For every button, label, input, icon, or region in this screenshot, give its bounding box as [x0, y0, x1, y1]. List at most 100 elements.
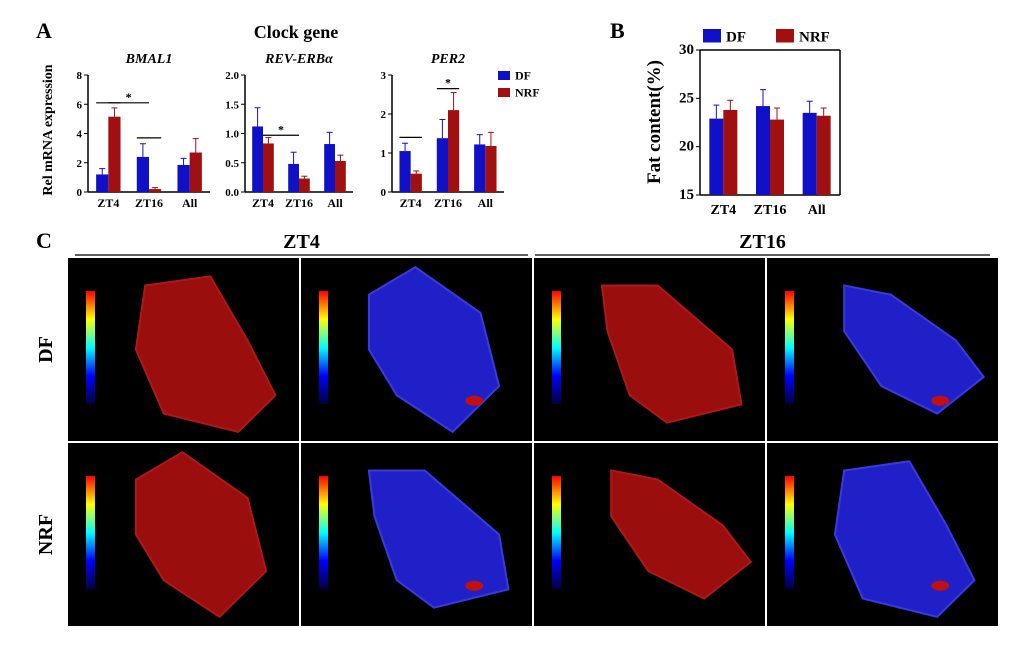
bar-df — [399, 151, 411, 192]
y-tick-label: 2 — [381, 109, 387, 121]
x-tick-label: ZT16 — [434, 196, 462, 210]
significance-mark: * — [278, 122, 284, 136]
red-spot — [931, 395, 950, 406]
colorbar — [86, 291, 95, 404]
legend-swatch-nrf — [776, 29, 794, 43]
chart-1: BMAL1 Rel mRNA expression 0 2 4 6 8 ZT4 ZT16 All * — [41, 52, 210, 210]
bar-df — [96, 174, 109, 192]
red-spot — [465, 395, 484, 406]
bar-nrf — [485, 145, 497, 192]
y-tick-label: 1.0 — [225, 129, 239, 141]
colorbar — [86, 476, 95, 589]
tissue-scan-blue — [367, 469, 510, 609]
bar-nrf — [189, 152, 202, 192]
significance-mark: * — [445, 76, 451, 90]
chart-title: REV-ERBα — [264, 52, 333, 67]
x-tick-label: All — [182, 196, 198, 210]
image-nrf-1 — [301, 443, 532, 626]
red-spot — [465, 580, 484, 591]
x-tick-label: ZT4 — [400, 196, 422, 210]
bar-df — [177, 164, 190, 192]
image-df-1 — [301, 258, 532, 441]
y-tick-label: 30 — [679, 42, 694, 58]
image-nrf-2 — [534, 443, 765, 626]
legend-label-nrf: NRF — [515, 85, 540, 99]
legend-label-df: DF — [726, 30, 746, 46]
panel-label-c: C — [36, 228, 52, 253]
panel-a-title: Clock gene — [254, 22, 339, 42]
x-tick-label: All — [327, 196, 343, 210]
row-label-df: DF — [35, 336, 57, 363]
bar-df — [252, 126, 263, 192]
y-tick-label: 3 — [381, 70, 387, 82]
y-tick-label: 25 — [679, 90, 694, 106]
colorbar — [552, 291, 561, 404]
y-tick-label: 1.5 — [225, 99, 239, 111]
colorbar — [552, 476, 561, 589]
colorbar — [785, 476, 794, 589]
bar-df — [474, 144, 486, 192]
colorbar — [319, 291, 328, 404]
bar-df — [288, 163, 299, 192]
bar-df — [324, 144, 335, 192]
x-tick-label: ZT16 — [135, 196, 163, 210]
chart-2: REV-ERBα 0.0 0.5 1.0 1.5 2.0 ZT4 ZT16 All * — [225, 52, 353, 210]
chart-3: PER2 0 1 2 3 ZT4 ZT16 All * — [381, 52, 504, 210]
y-tick-label: 4 — [77, 129, 83, 141]
y-tick-label: 8 — [77, 70, 83, 82]
panel-label-a: A — [36, 18, 52, 43]
legend-label-df: DF — [515, 68, 531, 82]
y-tick-label: 2 — [77, 158, 83, 170]
bar-nrf — [816, 115, 831, 195]
bar-nrf — [108, 116, 121, 192]
tissue-scan-red — [134, 275, 277, 433]
tissue-scan-blue — [843, 284, 986, 415]
x-tick-label: ZT4 — [710, 203, 736, 218]
chart-title: BMAL1 — [125, 52, 173, 67]
panel-c-images: ZT4 ZT16 DF NRF — [35, 231, 998, 626]
bar-df — [802, 112, 817, 195]
bar-df — [136, 156, 149, 192]
bar-nrf — [723, 109, 738, 195]
legend-swatch-nrf — [498, 88, 510, 97]
chart-title: PER2 — [431, 52, 465, 67]
x-tick-label: ZT4 — [97, 196, 119, 210]
tissue-scan-blue — [367, 265, 501, 434]
bar-nrf — [448, 110, 460, 192]
y-tick-label: 0.5 — [225, 158, 239, 170]
column-header-zt16: ZT16 — [739, 231, 786, 253]
x-tick-label: ZT16 — [754, 203, 787, 218]
image-df-3 — [767, 258, 998, 441]
bar-df — [709, 118, 724, 195]
y-tick-label: 0 — [77, 187, 83, 199]
tissue-scan-red — [610, 469, 753, 600]
column-header-zt4: ZT4 — [283, 231, 320, 253]
y-tick-label: 0 — [381, 187, 387, 199]
x-tick-label: All — [808, 203, 826, 218]
chart-4: Fat content(%) 15 20 25 30 ZT4 ZT16 All — [644, 42, 841, 218]
legend-panel-a: DF NRF — [498, 68, 540, 99]
bar-nrf — [410, 173, 422, 192]
y-tick-label: 1 — [381, 148, 387, 160]
bar-df — [436, 138, 448, 192]
tissue-scan-blue — [833, 460, 976, 618]
bar-nrf — [335, 160, 346, 192]
y-tick-label: 6 — [77, 99, 83, 111]
y-tick-label: 15 — [679, 187, 694, 203]
tissue-scan-red — [600, 284, 743, 424]
bar-df — [756, 106, 770, 195]
bar-nrf — [149, 189, 162, 192]
legend-panel-b: DF NRF — [703, 29, 830, 46]
row-label-nrf: NRF — [35, 514, 57, 555]
y-tick-label: 20 — [679, 139, 694, 155]
x-tick-label: ZT16 — [285, 196, 313, 210]
bar-nrf — [263, 143, 274, 192]
colorbar — [785, 291, 794, 404]
charts: BMAL1 Rel mRNA expression 0 2 4 6 8 ZT4 ZT16 All *… — [41, 42, 841, 218]
image-df-0 — [68, 258, 299, 441]
image-nrf-0 — [68, 443, 299, 626]
y-axis-label: Rel mRNA expression — [41, 64, 56, 195]
x-tick-label: All — [478, 196, 494, 210]
red-spot — [931, 580, 950, 591]
bar-nrf — [299, 178, 310, 192]
